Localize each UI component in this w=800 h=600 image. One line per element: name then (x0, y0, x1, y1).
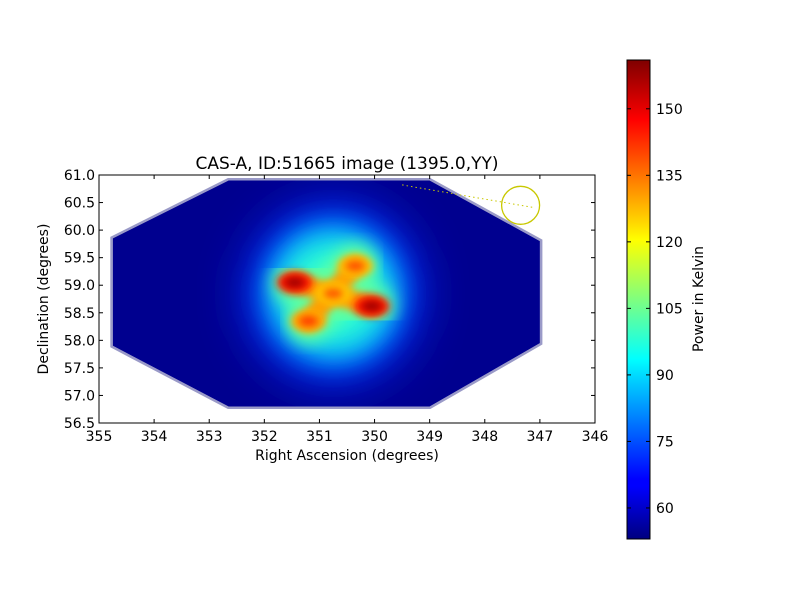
colorbar-tick-label: 105 (656, 301, 683, 317)
y-tick-label: 57.5 (64, 361, 95, 377)
colorbar-tick-label: 150 (656, 102, 683, 118)
y-tick-label: 59.0 (64, 278, 95, 294)
x-tick-label: 353 (196, 429, 223, 445)
source-peak (284, 277, 305, 288)
x-tick-label: 350 (361, 429, 388, 445)
colorbar: 60 75 90 105 120 135 150 Power in Kelvin (626, 59, 707, 540)
source-peak (345, 260, 366, 271)
y-tick-label: 58.0 (64, 333, 95, 349)
y-axis-label: Declination (degrees) (36, 224, 52, 375)
colorbar-gradient (626, 59, 651, 540)
plot-frame (98, 174, 596, 424)
x-tick-label: 346 (582, 429, 609, 445)
x-tick-label: 355 (86, 429, 113, 445)
x-tick-label: 347 (527, 429, 554, 445)
chart-title: CAS-A, ID:51665 image (1395.0,YY) (195, 154, 498, 174)
annotation (402, 184, 541, 225)
heatmap-plot (110, 178, 543, 409)
y-tick-label: 61.0 (64, 168, 95, 184)
x-axis-label: Right Ascension (degrees) (255, 448, 439, 464)
source-peak (323, 288, 344, 299)
source-peak (298, 316, 319, 327)
x-tick-label: 349 (416, 429, 443, 445)
y-tick-label: 59.5 (64, 251, 95, 267)
y-tick-label: 57.0 (64, 388, 95, 404)
x-tick-label: 354 (141, 429, 168, 445)
y-axis: 56.5 57.0 57.5 58.0 58.5 59.0 59.5 60.0 60.5 61.0 (64, 168, 595, 432)
colorbar-tick-label: 135 (656, 168, 683, 184)
colorbar-tick-label: 75 (656, 434, 674, 450)
colorbar-tick-label: 120 (656, 235, 683, 251)
y-tick-label: 58.5 (64, 306, 95, 322)
y-tick-label: 56.5 (64, 416, 95, 432)
x-tick-label: 348 (471, 429, 498, 445)
y-tick-label: 60.0 (64, 223, 95, 239)
x-tick-label: 351 (306, 429, 333, 445)
colorbar-label: Power in Kelvin (691, 246, 707, 352)
colorbar-tick-label: 90 (656, 368, 674, 384)
source-peak (361, 301, 382, 312)
colorbar-tick-label: 60 (656, 501, 674, 517)
y-tick-label: 60.5 (64, 196, 95, 212)
x-axis: 355 354 353 352 351 350 349 348 347 346 (86, 175, 609, 445)
x-tick-label: 352 (251, 429, 278, 445)
annotation-circle (500, 185, 541, 225)
